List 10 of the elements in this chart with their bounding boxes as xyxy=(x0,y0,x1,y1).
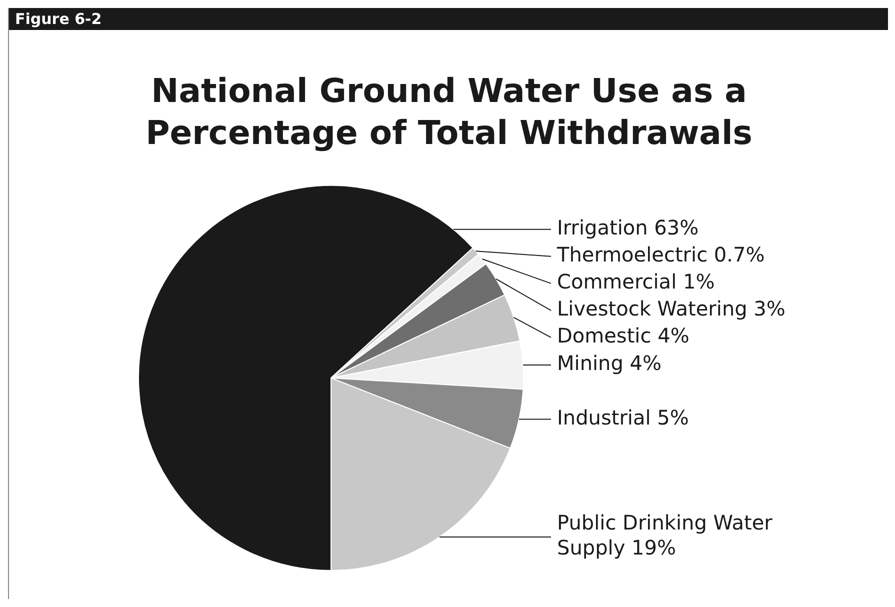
slice-label: Domestic 4% xyxy=(557,324,690,348)
slice-label: Thermoelectric 0.7% xyxy=(556,242,765,267)
slice-label: Mining 4% xyxy=(557,351,662,376)
caption: Figure 6-2 xyxy=(15,10,102,28)
slice-label: Industrial 5% xyxy=(557,405,689,430)
slice-label: Public Drinking Water Supply 19% xyxy=(557,510,774,560)
slice-label: Commercial 1% xyxy=(557,270,715,294)
slice-label: Livestock Watering 3% xyxy=(557,296,786,321)
slice-label: Irrigation 63% xyxy=(557,216,699,240)
chart-title: National Ground Water Use as a Percentage of Total Withdrawals xyxy=(144,70,754,154)
